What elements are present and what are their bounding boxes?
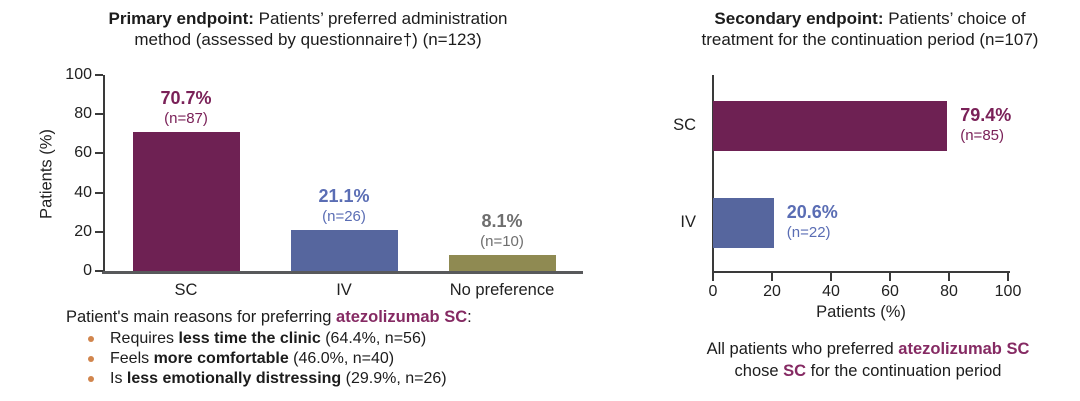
reasons-header: Patient's main reasons for preferring at… (66, 308, 472, 327)
bullet-dot-icon (88, 336, 94, 342)
y-tick-label: 20 (74, 222, 92, 240)
reason-3-pre: Is (110, 370, 127, 387)
reason-3-bold: less emotionally distressing (126, 370, 342, 387)
bar-value-label: 21.1% (318, 185, 370, 206)
right-title-bold: Secondary endpoint: (714, 9, 884, 28)
bar-n-label: (n=85) (960, 127, 1004, 144)
y-tick-mark (95, 113, 103, 116)
bar-label-iv: 21.1% (n=26) (269, 185, 419, 226)
reason-2-pre: Feels (110, 350, 154, 367)
x-tick-label: 20 (763, 283, 781, 300)
y-tick-label: 40 (74, 183, 92, 201)
reason-2-bold: more comfortable (153, 350, 289, 367)
x-tick-label: 60 (881, 283, 899, 300)
left-x-baseline (102, 271, 583, 274)
reason-1-post: (64.4%, n=56) (320, 330, 427, 347)
y-tick-mark (95, 191, 103, 194)
bar-n-label: (n=22) (786, 224, 831, 241)
right-footer-line1-pre: All patients who preferred (706, 340, 899, 358)
category-label-sc: SC (673, 116, 696, 134)
x-tick-mark (1007, 273, 1009, 281)
bullet-dot-icon (88, 356, 94, 362)
reason-3-post: (29.9%, n=26) (341, 370, 447, 387)
right-chart-title: Secondary endpoint: Patients’ choice of … (650, 8, 1080, 51)
bar-sc (713, 101, 948, 151)
x-tick-label: 80 (940, 283, 958, 300)
left-chart-title: Primary endpoint: Patients’ preferred ad… (78, 8, 538, 51)
bullet-dot-icon (88, 376, 94, 382)
x-tick-label: 100 (994, 283, 1022, 300)
bar-n-label: (n=87) (164, 110, 208, 128)
x-tick-mark (771, 273, 773, 281)
bar-iv (713, 198, 774, 248)
reasons-header-pre: Patient's main reasons for preferring (66, 308, 337, 326)
bar-label-no-preference: 8.1% (n=10) (427, 210, 577, 251)
bar-n-label: (n=10) (480, 233, 524, 251)
reason-bullet-2-text: Feels more comfortable (46.0%, n=40) (110, 350, 394, 368)
right-footer-line2-post: for the continuation period (806, 361, 1002, 380)
category-label-no-preference: No preference (449, 281, 555, 299)
reason-1-bold: less time the clinic (178, 330, 321, 347)
bar-label-sc: 70.7% (n=87) (111, 87, 261, 128)
reason-bullet-2: Feels more comfortable (46.0%, n=40) (88, 350, 588, 370)
right-footer-line2-pre: chose (734, 361, 784, 380)
left-title-rest: Patients’ preferred administration (253, 9, 508, 28)
right-footer-line1-highlight: atezolizumab SC (898, 340, 1030, 358)
bar-value-label: 8.1% (481, 211, 523, 232)
x-tick-mark (889, 273, 891, 281)
reason-bullet-1: Requires less time the clinic (64.4%, n=… (88, 330, 588, 350)
x-tick-mark (830, 273, 832, 281)
left-title-line2: method (assessed by questionnaire†) (n=1… (134, 30, 482, 50)
category-label-sc: SC (174, 281, 198, 299)
y-tick-label: 0 (83, 262, 92, 279)
y-tick-label: 80 (74, 105, 92, 123)
y-tick-label: 100 (65, 66, 92, 83)
category-label-iv: IV (680, 213, 696, 231)
bar-n-label: (n=26) (322, 207, 366, 225)
left-y-axis-line (103, 75, 105, 273)
right-y-axis-line (712, 75, 714, 273)
y-tick-label: 60 (74, 144, 92, 162)
y-tick-mark (95, 270, 103, 272)
right-title-rest: Patients’ choice of (883, 9, 1026, 28)
left-y-axis-label: Patients (%) (37, 129, 56, 219)
x-tick-mark (712, 273, 714, 281)
y-tick-mark (95, 230, 103, 233)
right-x-axis-line (712, 271, 1010, 273)
y-tick-mark (95, 74, 103, 76)
reasons-header-post: : (467, 308, 472, 326)
y-tick-mark (95, 152, 103, 155)
bar-label-iv: 20.6% (n=22) (787, 201, 838, 242)
bar-iv (290, 229, 398, 271)
bar-sc (132, 132, 240, 271)
x-tick-mark (948, 273, 950, 281)
x-tick-label: 40 (822, 283, 840, 300)
left-title-bold: Primary endpoint: (108, 9, 254, 28)
x-tick-label: 0 (708, 283, 718, 300)
bar-no-preference (448, 255, 556, 271)
category-label-iv: IV (336, 281, 352, 299)
reason-bullet-3: Is less emotionally distressing (29.9%, … (88, 370, 588, 390)
bar-value-label: 79.4% (960, 105, 1012, 125)
right-footer-line2-highlight: SC (783, 361, 807, 380)
reason-2-post: (46.0%, n=40) (288, 350, 395, 367)
right-title-line2: treatment for the continuation period (n… (701, 30, 1039, 50)
bar-value-label: 20.6% (786, 202, 838, 222)
reason-1-pre: Requires (110, 330, 179, 347)
reason-bullet-1-text: Requires less time the clinic (64.4%, n=… (110, 330, 426, 348)
bar-label-sc: 79.4% (n=85) (960, 104, 1011, 145)
reasons-header-highlight: atezolizumab SC (336, 308, 468, 326)
right-x-axis-label: Patients (%) (816, 303, 906, 321)
bar-value-label: 70.7% (160, 88, 212, 109)
reason-bullet-3-text: Is less emotionally distressing (29.9%, … (110, 370, 447, 388)
right-footer-note: All patients who preferred atezolizumab … (663, 339, 1073, 383)
